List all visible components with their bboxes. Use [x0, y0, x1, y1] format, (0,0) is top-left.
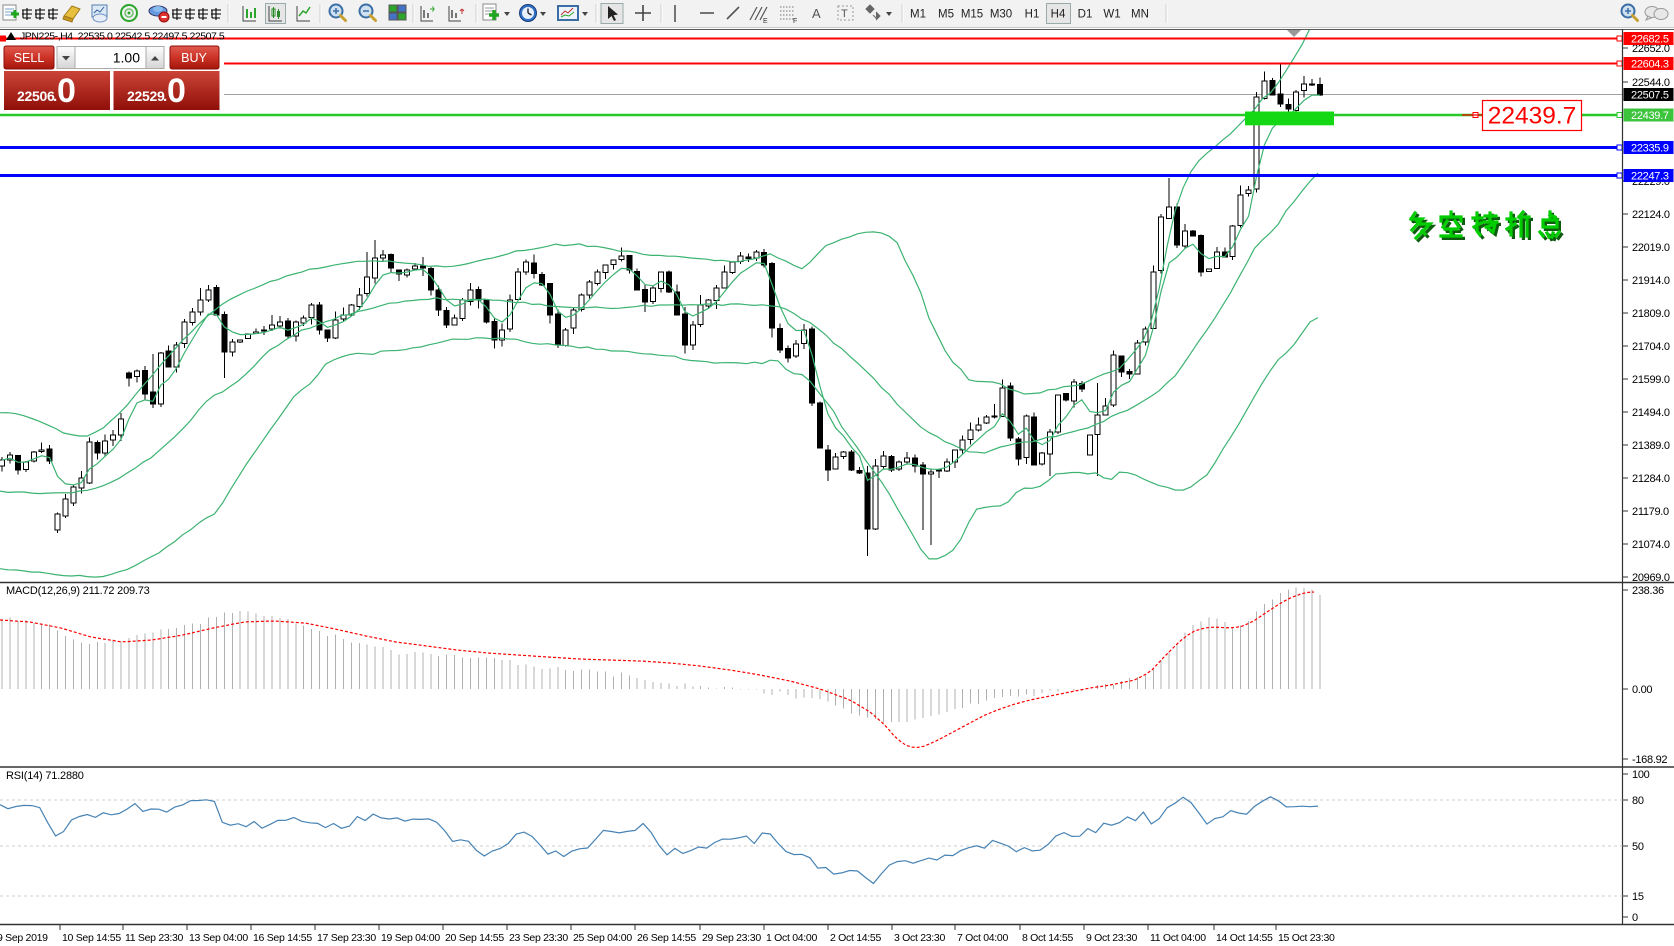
- svg-text:0: 0: [1632, 912, 1638, 924]
- svg-text:22506: 22506: [17, 88, 55, 104]
- svg-text:RSI(14) 71.2880: RSI(14) 71.2880: [6, 770, 84, 782]
- svg-text:19 Sep 04:00: 19 Sep 04:00: [381, 932, 440, 944]
- svg-text:8 Oct 14:55: 8 Oct 14:55: [1022, 932, 1073, 944]
- svg-text:M5: M5: [938, 9, 954, 21]
- svg-text:238.36: 238.36: [1632, 585, 1664, 597]
- svg-text:17 Sep 23:30: 17 Sep 23:30: [317, 932, 376, 944]
- svg-text:0: 0: [167, 72, 186, 110]
- svg-text:21809.0: 21809.0: [1632, 308, 1670, 320]
- svg-text:22507.5: 22507.5: [1631, 90, 1669, 102]
- svg-text:22439.7: 22439.7: [1631, 110, 1669, 122]
- svg-text:-168.92: -168.92: [1632, 754, 1667, 766]
- svg-text:H4: H4: [1051, 9, 1066, 21]
- svg-text:21284.0: 21284.0: [1632, 473, 1670, 485]
- svg-text:H1: H1: [1025, 9, 1040, 21]
- svg-text:22247.3: 22247.3: [1631, 171, 1669, 183]
- svg-text:29 Sep 23:30: 29 Sep 23:30: [702, 932, 761, 944]
- svg-text:0: 0: [57, 72, 76, 110]
- svg-text:21389.0: 21389.0: [1632, 440, 1670, 452]
- svg-text:JPN225-,H4 22535.0 22542.5 22: JPN225-,H4 22535.0 22542.5 22497.5 22507…: [20, 31, 225, 43]
- svg-text:9 Oct 23:30: 9 Oct 23:30: [1086, 932, 1137, 944]
- svg-text:22544.0: 22544.0: [1632, 77, 1670, 89]
- svg-text:13 Sep 04:00: 13 Sep 04:00: [189, 932, 248, 944]
- svg-text:22124.0: 22124.0: [1632, 209, 1670, 221]
- svg-text:A: A: [812, 6, 821, 21]
- svg-text:9 Sep 2019: 9 Sep 2019: [0, 932, 48, 944]
- svg-text:M30: M30: [990, 9, 1012, 21]
- svg-text:21704.0: 21704.0: [1632, 341, 1670, 353]
- svg-text:22439.7: 22439.7: [1488, 103, 1577, 130]
- svg-text:E: E: [763, 18, 768, 25]
- svg-text:22604.3: 22604.3: [1631, 59, 1669, 71]
- svg-text:10 Sep 14:55: 10 Sep 14:55: [62, 932, 121, 944]
- svg-text:21074.0: 21074.0: [1632, 539, 1670, 551]
- svg-text:22529: 22529: [127, 88, 165, 104]
- svg-text:15 Oct 23:30: 15 Oct 23:30: [1278, 932, 1335, 944]
- svg-text:21494.0: 21494.0: [1632, 407, 1670, 419]
- svg-text:M15: M15: [961, 9, 983, 21]
- svg-text:11 Oct 04:00: 11 Oct 04:00: [1150, 932, 1206, 944]
- svg-text:15: 15: [1632, 891, 1644, 903]
- svg-text:2 Oct 14:55: 2 Oct 14:55: [830, 932, 881, 944]
- svg-text:22682.5: 22682.5: [1631, 34, 1669, 46]
- svg-text:20 Sep 14:55: 20 Sep 14:55: [445, 932, 504, 944]
- svg-text:7 Oct 04:00: 7 Oct 04:00: [957, 932, 1008, 944]
- svg-text:26 Sep 14:55: 26 Sep 14:55: [637, 932, 696, 944]
- svg-text:21179.0: 21179.0: [1632, 506, 1669, 518]
- svg-text:23 Sep 23:30: 23 Sep 23:30: [509, 932, 568, 944]
- svg-text:1.00: 1.00: [113, 50, 140, 66]
- svg-text:.: .: [53, 88, 57, 105]
- svg-text:.: .: [163, 88, 167, 105]
- svg-text:SELL: SELL: [14, 51, 45, 65]
- svg-text:21599.0: 21599.0: [1632, 374, 1670, 386]
- svg-text:25 Sep 04:00: 25 Sep 04:00: [573, 932, 632, 944]
- svg-text:MACD(12,26,9) 211.72 209.73: MACD(12,26,9) 211.72 209.73: [6, 585, 150, 597]
- svg-text:T: T: [841, 8, 848, 20]
- svg-text:1 Oct 04:00: 1 Oct 04:00: [766, 932, 817, 944]
- svg-text:11 Sep 23:30: 11 Sep 23:30: [125, 932, 184, 944]
- svg-text:22652.0: 22652.0: [1632, 43, 1670, 55]
- svg-text:0.00: 0.00: [1632, 684, 1652, 696]
- svg-text:W1: W1: [1103, 9, 1120, 21]
- svg-text:100: 100: [1632, 769, 1650, 781]
- svg-text:D1: D1: [1078, 9, 1093, 21]
- svg-text:22335.9: 22335.9: [1631, 143, 1669, 155]
- svg-text:80: 80: [1632, 795, 1644, 807]
- svg-text:3 Oct 23:30: 3 Oct 23:30: [894, 932, 945, 944]
- svg-text:BUY: BUY: [181, 51, 207, 65]
- svg-text:20969.0: 20969.0: [1632, 572, 1670, 584]
- svg-text:21914.0: 21914.0: [1632, 275, 1670, 287]
- svg-text:50: 50: [1632, 841, 1644, 853]
- svg-text:14 Oct 14:55: 14 Oct 14:55: [1216, 932, 1273, 944]
- svg-text:22019.0: 22019.0: [1632, 242, 1670, 254]
- svg-text:M1: M1: [910, 9, 926, 21]
- svg-text:16 Sep 14:55: 16 Sep 14:55: [253, 932, 312, 944]
- svg-text:MN: MN: [1131, 9, 1149, 21]
- svg-text:F: F: [793, 18, 797, 25]
